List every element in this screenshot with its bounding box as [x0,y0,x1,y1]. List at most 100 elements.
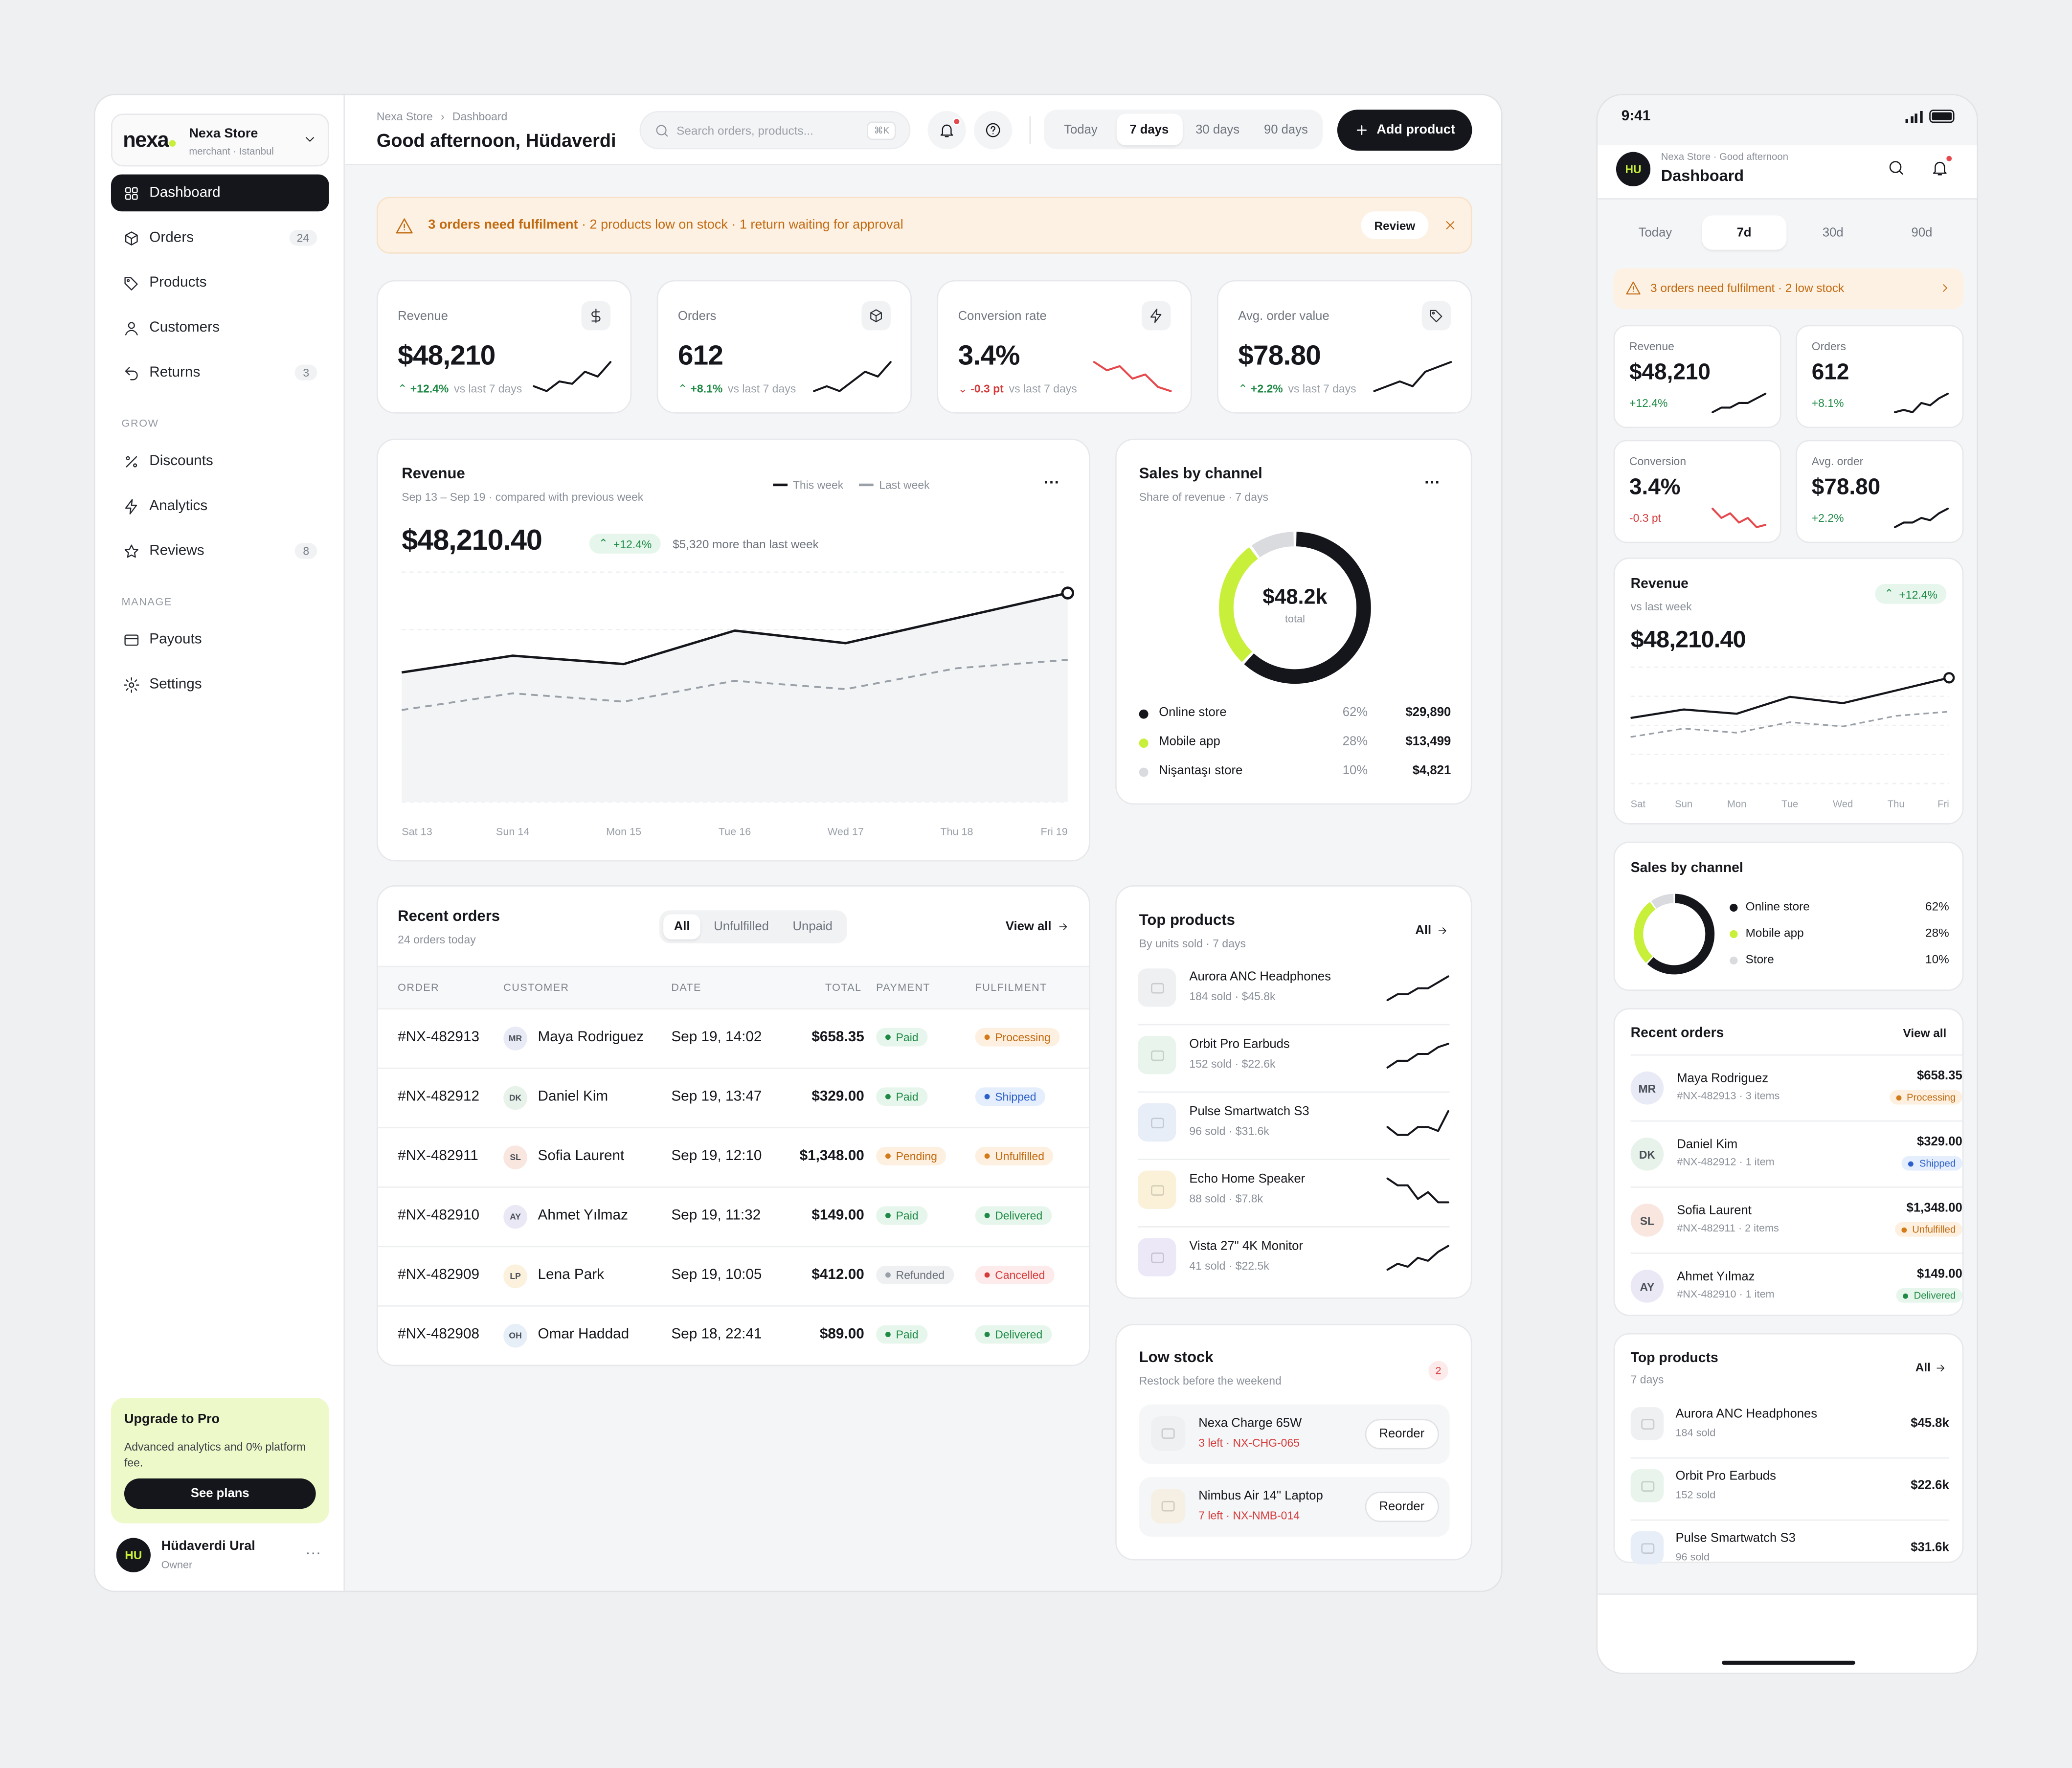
kpi-card-avg-order-value[interactable]: Avg. order value $78.80 ⌃ +2.2% vs last 7 d… [1217,280,1472,414]
sidebar-item-settings[interactable]: Settings [111,666,329,703]
mobile-kpi-card[interactable]: Conversion 3.4% -0.3 pt [1613,440,1781,543]
add-product-button[interactable]: Add product [1337,110,1472,151]
data-point[interactable] [1061,586,1075,600]
range-7-days[interactable]: 7 days [1116,113,1182,146]
table-row[interactable]: #NX-482910 AY Ahmet Yılmaz Sep 19, 11:32 $14… [378,1186,1089,1246]
kpi-card-conversion-rate[interactable]: Conversion rate 3.4% ⌄ -0.3 pt vs last 7 da… [937,280,1192,414]
donut-slice-mobile-app[interactable] [1219,547,1258,662]
user-menu[interactable]: HU Hüdaverdi Ural Owner ··· [111,1535,329,1580]
product-row[interactable]: Aurora ANC Headphones 184 sold · $45.8k [1137,958,1450,1026]
mobile-kpi-card[interactable]: Revenue $48,210 +12.4% [1613,325,1781,428]
mobile-product-row[interactable]: Orbit Pro Earbuds 152 sold $22.6k [1630,1460,1949,1521]
reorder-button[interactable]: Reorder [1364,1491,1439,1522]
mobile-order-row[interactable]: SL Sofia Laurent #NX-482911 · 2 items $1,34… [1630,1186,1962,1251]
mobile-avatar[interactable]: HU [1616,152,1651,186]
order-id[interactable]: #NX-482913 [398,1029,480,1045]
mobile-orders-view-all[interactable]: View all [1903,1027,1947,1040]
top-products-all-link[interactable]: All [1415,923,1448,938]
mobile-kpi-card[interactable]: Orders 612 +8.1% [1796,325,1964,428]
table-row[interactable]: #NX-482908 OH Omar Haddad Sep 18, 22:41 $89.… [378,1305,1089,1365]
mobile-product-row[interactable]: Pulse Smartwatch S3 96 sold $31.6k [1630,1522,1949,1583]
mobile-order-row[interactable]: MR Maya Rodriguez #NX-482913 · 3 items $658… [1630,1054,1962,1119]
mobile-range-90d[interactable]: 90d [1911,225,1933,240]
sidebar-item-analytics[interactable]: Analytics [111,488,329,525]
kpi-card-revenue[interactable]: Revenue $48,210 ⌃ +12.4% vs last 7 days [376,280,632,414]
mobile-range-7d[interactable]: 7d [1702,215,1786,250]
donut-slice-online-store[interactable] [1647,894,1715,975]
search-icon[interactable] [1887,158,1906,177]
kpi-delta-value: -0.3 pt [970,381,1004,395]
donut-slice-store[interactable] [1651,894,1674,909]
sidebar-item-customers[interactable]: Customers [111,309,329,346]
product-thumbnail [1630,1531,1664,1565]
mobile-product-row[interactable]: Aurora ANC Headphones 184 sold $45.8k [1630,1398,1949,1459]
mobile-range-30d[interactable]: 30d [1822,225,1844,240]
order-id[interactable]: #NX-482910 [398,1208,480,1224]
filter-tab-unpaid[interactable]: Unpaid [792,919,833,934]
order-id[interactable]: #NX-482911 [398,1148,478,1164]
table-row[interactable]: #NX-482911 SL Sofia Laurent Sep 19, 12:10 $1… [378,1127,1089,1186]
low-stock-item: Nexa Charge 65W 3 left · NX-CHG-065 Reorde… [1139,1404,1450,1464]
donut-slice-mobile-app[interactable] [1634,902,1656,963]
more-icon[interactable]: ··· [1044,473,1060,492]
low-stock-subtitle: Restock before the weekend [1139,1374,1282,1388]
column-header-date[interactable]: DATE [671,982,701,994]
mobile-order-row[interactable]: AY Ahmet Yılmaz #NX-482910 · 1 item $149.00… [1630,1253,1962,1317]
data-point[interactable] [1943,672,1955,684]
mobile-kpi-card[interactable]: Avg. order $78.80 +2.2% [1796,440,1964,543]
view-all-link[interactable]: View all [1006,919,1069,934]
order-date: Sep 19, 14:02 [671,1029,762,1045]
filter-tab-unfulfilled[interactable]: Unfulfilled [714,919,769,934]
range-90-days[interactable]: 90 days [1263,122,1308,137]
order-id[interactable]: #NX-482909 [398,1267,480,1283]
kpi-label: Avg. order value [1238,309,1329,324]
close-icon[interactable] [1443,218,1458,233]
mobile-products-all-link[interactable]: All [1915,1361,1947,1374]
donut-slice-ni-anta-store[interactable] [1251,532,1294,558]
order-id[interactable]: #NX-482912 [398,1089,480,1105]
filter-tab-all[interactable]: All [663,914,701,940]
store-switcher[interactable]: nexa Nexa Store merchant · Istanbul [111,113,329,167]
sidebar-item-dashboard[interactable]: Dashboard [111,174,329,212]
column-header-order[interactable]: ORDER [398,982,439,994]
sidebar-item-returns[interactable]: Returns 3 [111,354,329,391]
bell-icon[interactable] [1931,158,1949,177]
top-products-subtitle: By units sold · 7 days [1139,937,1246,950]
table-row[interactable]: #NX-482912 DK Daniel Kim Sep 19, 13:47 $329.… [378,1067,1089,1127]
sidebar-item-products[interactable]: Products [111,264,329,301]
table-row[interactable]: #NX-482909 LP Lena Park Sep 19, 10:05 $412.0… [378,1246,1089,1306]
more-icon[interactable]: ··· [1424,473,1441,492]
see-plans-button[interactable]: See plans [124,1478,316,1509]
product-row[interactable]: Vista 27" 4K Monitor 41 sold · $22.5k [1137,1228,1450,1295]
sidebar-item-reviews[interactable]: Reviews 8 [111,533,329,570]
donut-slice-online-store[interactable] [1244,532,1371,684]
column-header-total[interactable]: TOTAL [825,982,862,994]
table-row[interactable]: #NX-482913 MR Maya Rodriguez Sep 19, 14:02 $… [378,1008,1089,1068]
column-header-fulfilment[interactable]: FULFILMENT [975,982,1047,994]
column-header-customer[interactable]: CUSTOMER [503,982,569,994]
mobile-order-row[interactable]: DK Daniel Kim #NX-482912 · 1 item $329.00 Sh… [1630,1120,1962,1185]
review-button[interactable]: Review [1361,211,1429,239]
product-row[interactable]: Echo Home Speaker 88 sold · $7.8k [1137,1160,1450,1228]
reorder-button[interactable]: Reorder [1364,1419,1439,1450]
range-30-days[interactable]: 30 days [1195,122,1240,137]
help-button[interactable] [974,111,1013,150]
sidebar-item-orders[interactable]: Orders 24 [111,219,329,256]
sidebar-item-discounts[interactable]: Discounts [111,443,329,480]
notifications-button[interactable] [927,111,966,150]
mobile-range-today[interactable]: Today [1638,225,1672,240]
product-row[interactable]: Pulse Smartwatch S3 96 sold · $31.6k [1137,1093,1450,1160]
sparkline-path [533,361,612,392]
kpi-card-orders[interactable]: Orders 612 ⌃ +8.1% vs last 7 days [656,280,912,414]
column-header-payment[interactable]: PAYMENT [876,982,930,994]
breadcrumb-root[interactable]: Nexa Store [376,110,433,123]
order-id[interactable]: #NX-482908 [398,1326,480,1343]
search-input[interactable]: Search orders, products... ⌘K [639,111,911,150]
sidebar-item-payouts[interactable]: Payouts [111,621,329,658]
mobile-alert[interactable]: 3 orders need fulfilment · 2 low stock [1613,268,1964,310]
range-today[interactable]: Today [1064,122,1098,137]
product-row[interactable]: Orbit Pro Earbuds 152 sold · $22.6k [1137,1025,1450,1093]
upgrade-title: Upgrade to Pro [124,1412,220,1427]
more-icon[interactable]: ··· [305,1543,321,1562]
kpi-delta: ⌃ +2.2% vs last 7 days [1238,382,1356,397]
